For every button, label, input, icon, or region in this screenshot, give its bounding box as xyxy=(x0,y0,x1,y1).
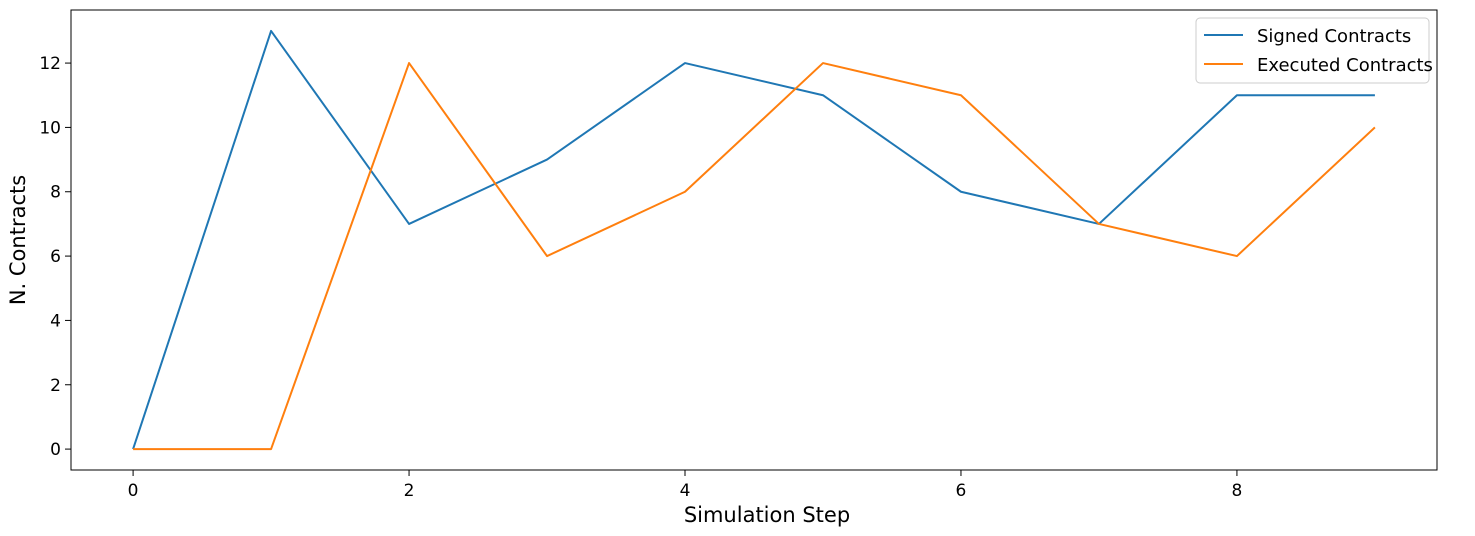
series-line-0 xyxy=(132,29,1375,450)
y-tick-label: 2 xyxy=(50,376,61,396)
x-tick-label: 2 xyxy=(404,481,415,501)
y-tick-label: 0 xyxy=(50,440,61,460)
legend-box xyxy=(1195,17,1430,84)
x-axis-label: Simulation Step xyxy=(684,503,850,527)
y-tick-label: 6 xyxy=(50,247,61,267)
x-tick-label: 6 xyxy=(956,481,967,501)
legend-label-signed: Signed Contracts xyxy=(1257,26,1411,47)
y-axis-ticks: 0 2 4 6 8 10 12 xyxy=(39,54,71,460)
x-tick-label: 8 xyxy=(1232,481,1243,501)
y-tick-label: 10 xyxy=(39,118,61,138)
legend: Signed Contracts Executed Contracts xyxy=(1195,17,1433,84)
legend-label-executed: Executed Contracts xyxy=(1257,55,1433,76)
x-tick-label: 4 xyxy=(680,481,691,501)
series-line-1 xyxy=(133,62,1376,451)
y-tick-label: 4 xyxy=(50,311,61,331)
x-tick-label: 0 xyxy=(128,481,139,501)
x-axis-ticks: 0 2 4 6 8 xyxy=(128,470,1243,501)
plot-lines xyxy=(132,29,1376,451)
y-tick-label: 8 xyxy=(50,183,61,203)
y-tick-label: 12 xyxy=(39,54,61,74)
y-axis-label: N. Contracts xyxy=(6,175,30,305)
plot-frame xyxy=(70,9,1438,471)
